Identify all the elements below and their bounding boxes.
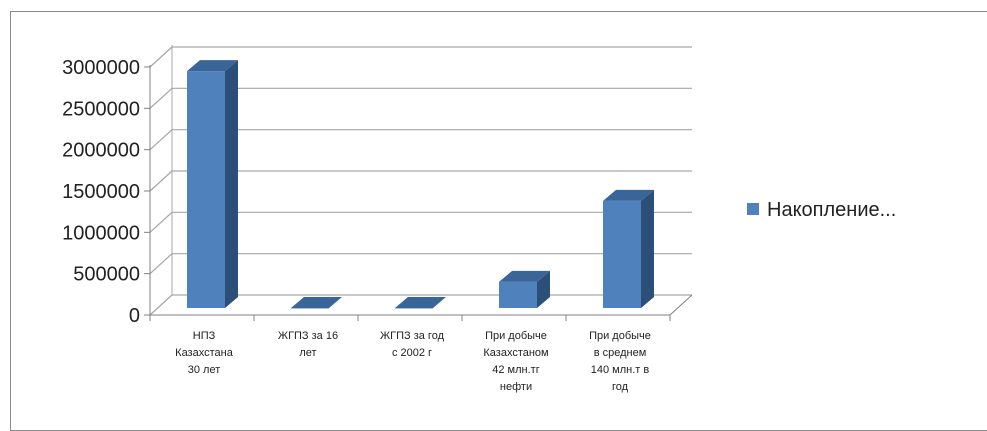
y-tick-label: 1500000 bbox=[62, 181, 140, 203]
bar bbox=[187, 60, 238, 309]
bar-side bbox=[641, 189, 654, 308]
bar-side bbox=[225, 60, 238, 309]
bar-front bbox=[499, 281, 537, 308]
x-tick-label: При добыче в среднем 140 млн.т в год bbox=[589, 330, 651, 393]
grid-diagonal bbox=[149, 170, 173, 192]
y-tick-label: 1000000 bbox=[62, 222, 140, 244]
legend-swatch bbox=[747, 203, 759, 215]
grid-diagonal bbox=[149, 253, 173, 275]
x-tick-label: НПЗ Казахстана 30 лет bbox=[175, 330, 234, 376]
x-tick-label-line: Казахстана bbox=[175, 347, 234, 359]
x-tick-label: ЖГПЗ за 16 лет bbox=[278, 330, 338, 359]
x-tick-label-line: год bbox=[612, 381, 629, 393]
bar-top bbox=[603, 189, 654, 201]
legend-label: Накопление... bbox=[767, 199, 896, 221]
x-tick-label-line: нефти bbox=[500, 381, 532, 393]
bar bbox=[395, 297, 446, 309]
bar-top bbox=[499, 270, 550, 282]
bar-front bbox=[187, 71, 225, 308]
x-tick-label: При добыче Казахстаном 42 млн.тг нефти bbox=[483, 330, 548, 393]
x-tick-label-line: 30 лет bbox=[188, 364, 221, 376]
bar-chart: 0 500000 1000000 1500000 2000000 2500000 30000… bbox=[62, 45, 896, 393]
x-tick-label: ЖГПЗ за год с 2002 г bbox=[380, 330, 445, 359]
bar bbox=[603, 189, 654, 308]
bar-top bbox=[395, 297, 446, 308]
grid-diagonal bbox=[149, 46, 173, 68]
bar-front bbox=[395, 308, 433, 309]
y-tick-label: 2000000 bbox=[62, 140, 140, 162]
floor-right-edge bbox=[669, 294, 693, 316]
bar bbox=[499, 270, 550, 308]
x-tick-label-line: 140 млн.т в bbox=[591, 364, 650, 376]
bar-side bbox=[537, 270, 550, 308]
grid-diagonal bbox=[149, 129, 173, 151]
bars bbox=[187, 60, 654, 309]
y-axis: 0 500000 1000000 1500000 2000000 2500000 30000… bbox=[62, 57, 150, 327]
bar-top bbox=[187, 60, 238, 72]
x-tick-label-line: лет bbox=[299, 347, 316, 359]
x-tick-label-line: 42 млн.тг bbox=[492, 364, 539, 376]
grid bbox=[149, 46, 692, 316]
bar-front bbox=[291, 308, 329, 309]
x-tick-label-line: При добыче bbox=[589, 330, 651, 342]
x-tick-label-line: ЖГПЗ за 16 bbox=[278, 330, 338, 342]
y-tick-label: 2500000 bbox=[62, 98, 140, 120]
y-tick-label: 3000000 bbox=[62, 57, 140, 79]
x-tick-label-line: с 2002 г bbox=[392, 347, 432, 359]
grid-diagonal bbox=[149, 211, 173, 233]
grid-diagonal bbox=[149, 294, 173, 316]
y-tick-label: 500000 bbox=[73, 264, 140, 286]
bar-top bbox=[291, 297, 342, 308]
y-tick-label: 0 bbox=[129, 305, 140, 327]
x-tick-label-line: в среднем bbox=[594, 347, 647, 359]
x-tick-label-line: При добыче bbox=[485, 330, 547, 342]
x-tick-label-line: ЖГПЗ за год bbox=[380, 330, 445, 342]
legend: Накопление... bbox=[747, 199, 896, 221]
grid-diagonal bbox=[149, 87, 173, 109]
bar bbox=[291, 297, 342, 309]
bar-front bbox=[603, 200, 641, 308]
x-tick-label-line: НПЗ bbox=[193, 330, 216, 342]
x-tick-label-line: Казахстаном bbox=[483, 347, 548, 359]
